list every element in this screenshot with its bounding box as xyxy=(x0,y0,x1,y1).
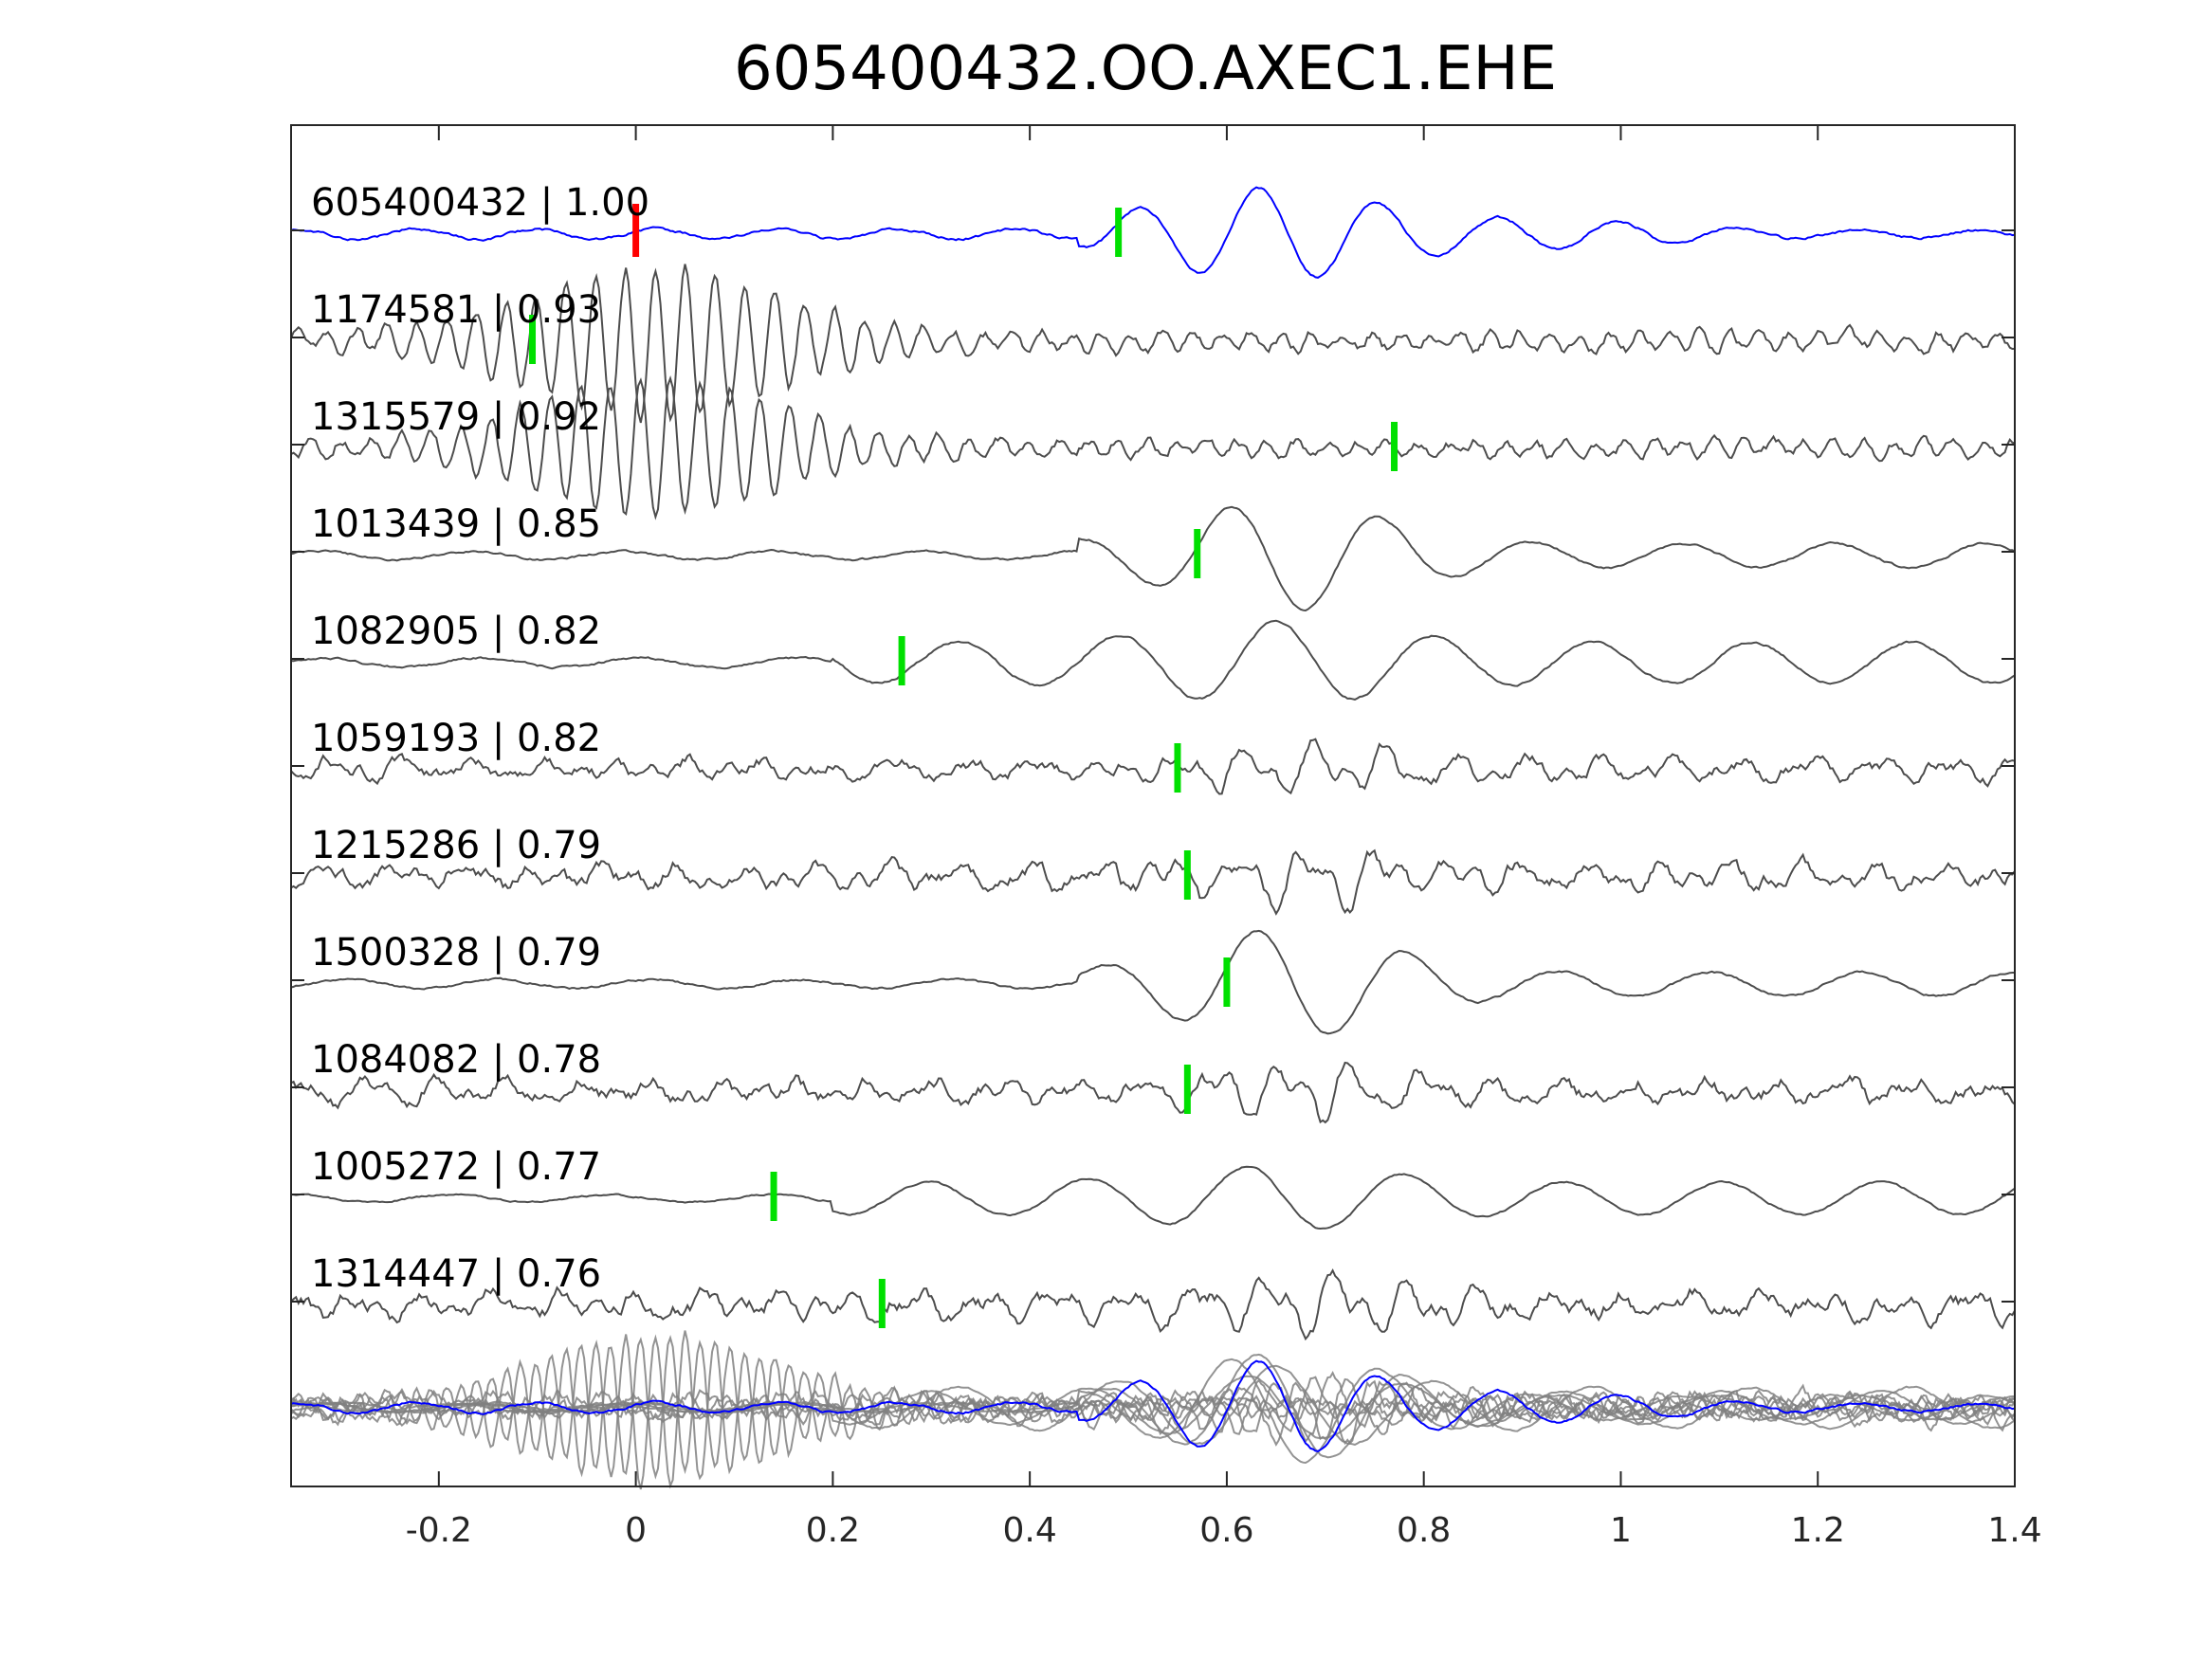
plot-frame xyxy=(290,124,2016,1487)
trace-label: 1315579 | 0.92 xyxy=(311,395,601,439)
trace-1013439 xyxy=(290,505,2016,612)
trace-label: 1059193 | 0.82 xyxy=(311,717,601,760)
trace-label: 1215286 | 0.79 xyxy=(311,824,601,867)
trace-1500328 xyxy=(290,929,2015,1035)
stack-reference-trace xyxy=(290,1359,2016,1452)
stack-trace xyxy=(290,1371,2016,1444)
x-tick-label: 0 xyxy=(625,1511,647,1550)
x-tick-label: 0.8 xyxy=(1397,1511,1451,1550)
trace-1314447 xyxy=(290,1268,2016,1341)
trace-605400432 xyxy=(290,186,2016,279)
trace-label: 1500328 | 0.79 xyxy=(311,931,601,975)
x-tick-label: 0.2 xyxy=(806,1511,860,1550)
traces-layer xyxy=(290,186,2016,1490)
trace-label: 1084082 | 0.78 xyxy=(311,1038,601,1082)
picks-layer xyxy=(529,204,1398,1328)
trace-1215286 xyxy=(290,848,2016,916)
stack-trace xyxy=(291,1375,2016,1440)
chart-title: 605400432.OO.AXEC1.EHE xyxy=(734,34,1557,104)
trace-label: 1082905 | 0.82 xyxy=(311,610,601,653)
trace-label: 1314447 | 0.76 xyxy=(311,1252,601,1296)
x-axis: -0.2 0 0.2 0.4 0.6 0.8 1 1.2 1.4 xyxy=(406,125,2042,1550)
stack-trace xyxy=(290,1377,2016,1441)
trace-1315579 xyxy=(290,375,2016,520)
x-tick-label: 1 xyxy=(1610,1511,1632,1550)
labels-layer: 605400432 | 1.00 1174581 | 0.93 1315579 | … xyxy=(311,181,649,1296)
x-tick-label: 0.6 xyxy=(1199,1511,1253,1550)
y-ticks xyxy=(291,229,2015,1303)
trace-1059193 xyxy=(290,738,2016,795)
trace-1084082 xyxy=(290,1061,2016,1124)
x-tick-label: -0.2 xyxy=(406,1511,472,1550)
trace-label: 1174581 | 0.93 xyxy=(311,288,601,332)
trace-1005272 xyxy=(291,1165,2016,1231)
trace-label: 1005272 | 0.77 xyxy=(311,1145,601,1189)
trace-label: 1013439 | 0.85 xyxy=(311,502,601,546)
x-tick-label: 0.4 xyxy=(1003,1511,1057,1550)
trace-1082905 xyxy=(290,619,2016,701)
trace-label: 605400432 | 1.00 xyxy=(311,181,649,225)
x-tick-label: 1.4 xyxy=(1987,1511,2041,1550)
x-tick-label: 1.2 xyxy=(1791,1511,1845,1550)
